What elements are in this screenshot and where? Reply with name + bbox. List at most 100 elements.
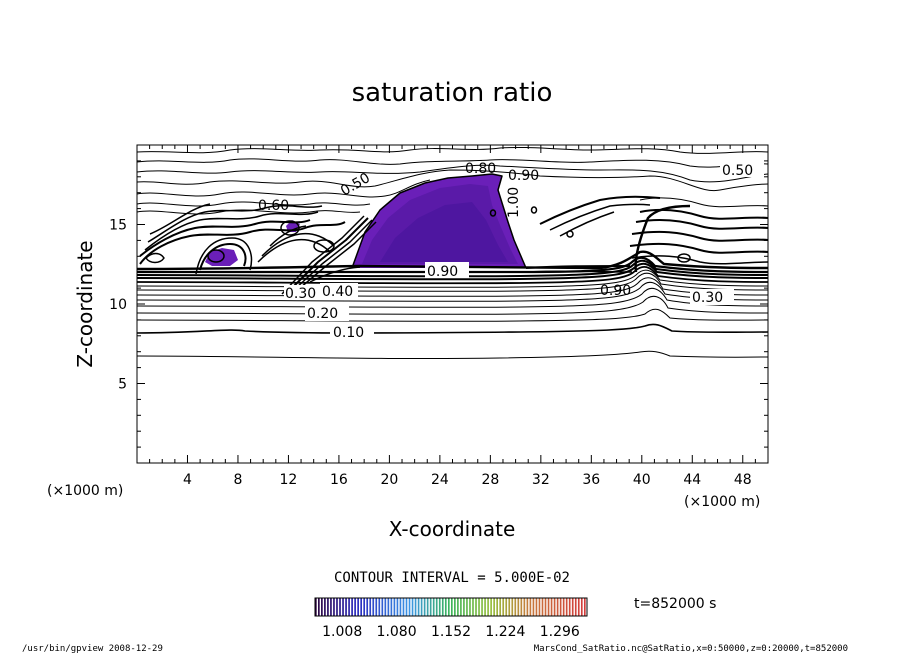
y-tick-label: 10 [109,297,127,313]
contour-label-0.10: 0.10 [333,325,364,341]
colorbar-segment [333,598,335,616]
colorbar-segment [553,598,556,616]
y-axis-label: Z-coordinate [73,240,97,367]
colorbar [315,598,586,616]
y-tick-label: 5 [118,377,127,393]
colorbar-segment [559,598,562,616]
y-tick-label: 15 [109,218,127,234]
contour-label-0.60-left: 0.60 [258,198,289,214]
colorbar-segment [526,598,529,616]
colorbar-segment [577,598,580,616]
contour-labels: 0.10 0.20 0.30 0.40 0.30 0.50 0.50 0.60 … [258,161,764,341]
colorbar-segment [556,598,559,616]
colorbar-segment [532,598,535,616]
colorbar-segment [366,598,369,616]
colorbar-segment [441,598,444,616]
colorbar-segment [345,598,347,616]
colorbar-segment [420,598,423,616]
colorbar-segment [490,598,492,616]
contour-label-0.90-top: 0.90 [508,168,539,184]
x-tick-label: 44 [683,472,701,488]
colorbar-segment [432,598,435,616]
colorbar-segment [475,598,477,616]
colorbar-segment [390,598,393,616]
colorbar-segment [360,598,362,616]
colorbar-segment [562,598,565,616]
colorbar-segment [547,598,550,616]
colorbar-segment [375,598,378,616]
colorbar-segment [583,598,586,616]
colorbar-segment [342,598,344,616]
colorbar-segment [496,598,498,616]
colorbar-segment [378,598,381,616]
colorbar-tick-label: 1.224 [485,624,525,640]
footer-right: MarsCond_SatRatio.nc@SatRatio,x=0:50000,… [534,644,848,654]
colorbar-segment [580,598,583,616]
colorbar-segment [535,598,538,616]
colorbar-segment [321,598,323,616]
x-tick-label: 8 [233,472,242,488]
colorbar-segment [384,598,387,616]
colorbar-segment [372,598,375,616]
colorbar-segment [463,598,465,616]
colorbar-segment [511,598,514,616]
time-label: t=852000 s [634,596,716,612]
colorbar-segment [426,598,429,616]
colorbar-segment [396,598,399,616]
colorbar-segment [469,598,471,616]
colorbar-segment [541,598,544,616]
contour-label-0.80-top: 0.80 [465,161,496,177]
x-tick-label: 4 [183,472,192,488]
colorbar-segment [514,598,517,616]
colorbar-segment [565,598,568,616]
x-tick-label: 24 [431,472,449,488]
colorbar-segment [327,598,329,616]
colorbar-segment [520,598,523,616]
x-unit-label-left: (×1000 m) [47,483,123,499]
colorbar-segment [393,598,396,616]
contour-interval: CONTOUR INTERVAL = 5.000E-02 [334,570,570,586]
colorbar-segment [429,598,432,616]
colorbar-segment [423,598,426,616]
colorbar-segment [454,598,456,616]
colorbar-segment [550,598,553,616]
x-tick-label: 12 [280,472,298,488]
x-tick-label: 48 [734,472,752,488]
contour-label-0.90-right: 0.90 [600,283,631,299]
colorbar-segment [438,598,441,616]
x-unit-label-right: (×1000 m) [684,494,760,510]
colorbar-tick-label: 1.080 [377,624,417,640]
colorbar-segment [460,598,462,616]
chart-title: saturation ratio [352,78,553,108]
colorbar-ticks: 1.008 1.080 1.152 1.224 1.296 [322,624,580,640]
x-tick-label: 40 [633,472,651,488]
colorbar-segment [447,598,450,616]
contour-label-0.20: 0.20 [307,306,338,322]
colorbar-segment [381,598,384,616]
colorbar-segment [399,598,402,616]
colorbar-segment [318,598,320,616]
x-axis: 4 8 12 16 20 24 28 32 36 40 44 48 [149,145,756,488]
colorbar-segment [315,598,317,616]
colorbar-segment [457,598,459,616]
colorbar-segment [387,598,390,616]
contour-label-0.30: 0.30 [285,286,316,302]
colorbar-segment [402,598,405,616]
contour-label-0.50-left: 0.50 [338,170,373,199]
colorbar-segment [574,598,577,616]
contour-label-1.00: 1.00 [506,187,522,218]
colorbar-segment [466,598,468,616]
colorbar-segment [435,598,438,616]
colorbar-segment [444,598,447,616]
colorbar-segment [369,598,372,616]
colorbar-tick-label: 1.008 [322,624,362,640]
colorbar-segment [523,598,526,616]
x-tick-label: 36 [582,472,600,488]
colorbar-segment [502,598,505,616]
x-tick-label: 20 [380,472,398,488]
colorbar-segment [484,598,486,616]
colorbar-segment [451,598,453,616]
colorbar-segment [408,598,411,616]
contour-label-0.90-bottom: 0.90 [427,264,458,280]
